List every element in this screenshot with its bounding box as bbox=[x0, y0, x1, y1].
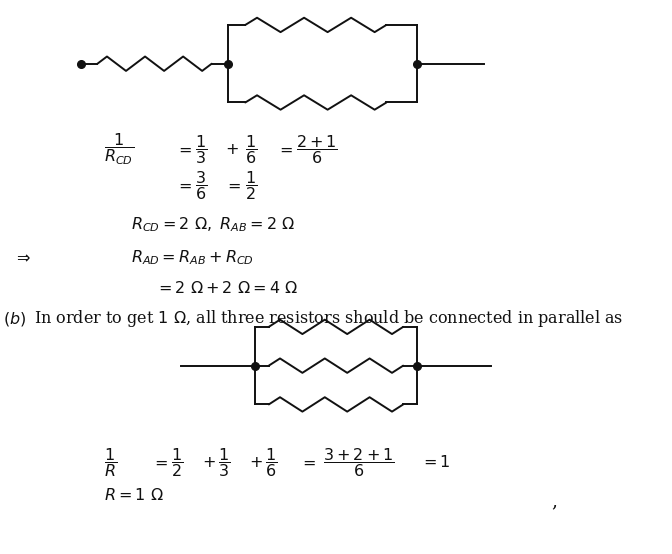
Text: $= 1$: $= 1$ bbox=[420, 454, 450, 471]
Text: $R_{CD} = 2\ \Omega,\ R_{AB} = 2\ \Omega$: $R_{CD} = 2\ \Omega,\ R_{AB} = 2\ \Omega… bbox=[131, 215, 295, 234]
Text: $\dfrac{1}{R}$: $\dfrac{1}{R}$ bbox=[104, 446, 118, 479]
Text: $\dfrac{1}{3}$: $\dfrac{1}{3}$ bbox=[218, 446, 230, 479]
Text: $(b)$: $(b)$ bbox=[3, 310, 27, 327]
Text: ,: , bbox=[551, 493, 557, 510]
Text: $+$: $+$ bbox=[202, 454, 215, 471]
Text: $\dfrac{1}{R_{CD}}$: $\dfrac{1}{R_{CD}}$ bbox=[104, 132, 134, 167]
Text: $+$: $+$ bbox=[225, 141, 239, 158]
Text: $\dfrac{1}{2}$: $\dfrac{1}{2}$ bbox=[245, 169, 257, 202]
Text: $+$: $+$ bbox=[249, 454, 262, 471]
Text: $=$: $=$ bbox=[299, 454, 316, 471]
Text: $\dfrac{1}{6}$: $\dfrac{1}{6}$ bbox=[265, 446, 278, 479]
Text: $\Rightarrow$: $\Rightarrow$ bbox=[13, 249, 31, 266]
Text: $=$: $=$ bbox=[224, 177, 241, 194]
Text: $\dfrac{3+2+1}{6}$: $\dfrac{3+2+1}{6}$ bbox=[323, 446, 394, 479]
Text: $R_{AD} = R_{AB} + R_{CD}$: $R_{AD} = R_{AB} + R_{CD}$ bbox=[131, 248, 254, 267]
Text: $=$: $=$ bbox=[175, 177, 192, 194]
Text: $= 2\ \Omega + 2\ \Omega = 4\ \Omega$: $= 2\ \Omega + 2\ \Omega = 4\ \Omega$ bbox=[155, 280, 298, 296]
Text: $\dfrac{2+1}{6}$: $\dfrac{2+1}{6}$ bbox=[296, 133, 337, 166]
Text: $\dfrac{1}{6}$: $\dfrac{1}{6}$ bbox=[245, 133, 257, 166]
Text: $\dfrac{1}{3}$: $\dfrac{1}{3}$ bbox=[195, 133, 207, 166]
Text: $\dfrac{3}{6}$: $\dfrac{3}{6}$ bbox=[195, 169, 207, 202]
Text: $=$: $=$ bbox=[276, 141, 292, 158]
Text: $R = 1\ \Omega$: $R = 1\ \Omega$ bbox=[104, 488, 164, 504]
Text: $=$: $=$ bbox=[151, 454, 168, 471]
Text: $\dfrac{1}{2}$: $\dfrac{1}{2}$ bbox=[171, 446, 183, 479]
Text: In order to get $1\ \Omega$, all three resistors should be connected in parallel: In order to get $1\ \Omega$, all three r… bbox=[34, 308, 623, 329]
Text: $=$: $=$ bbox=[175, 141, 192, 158]
